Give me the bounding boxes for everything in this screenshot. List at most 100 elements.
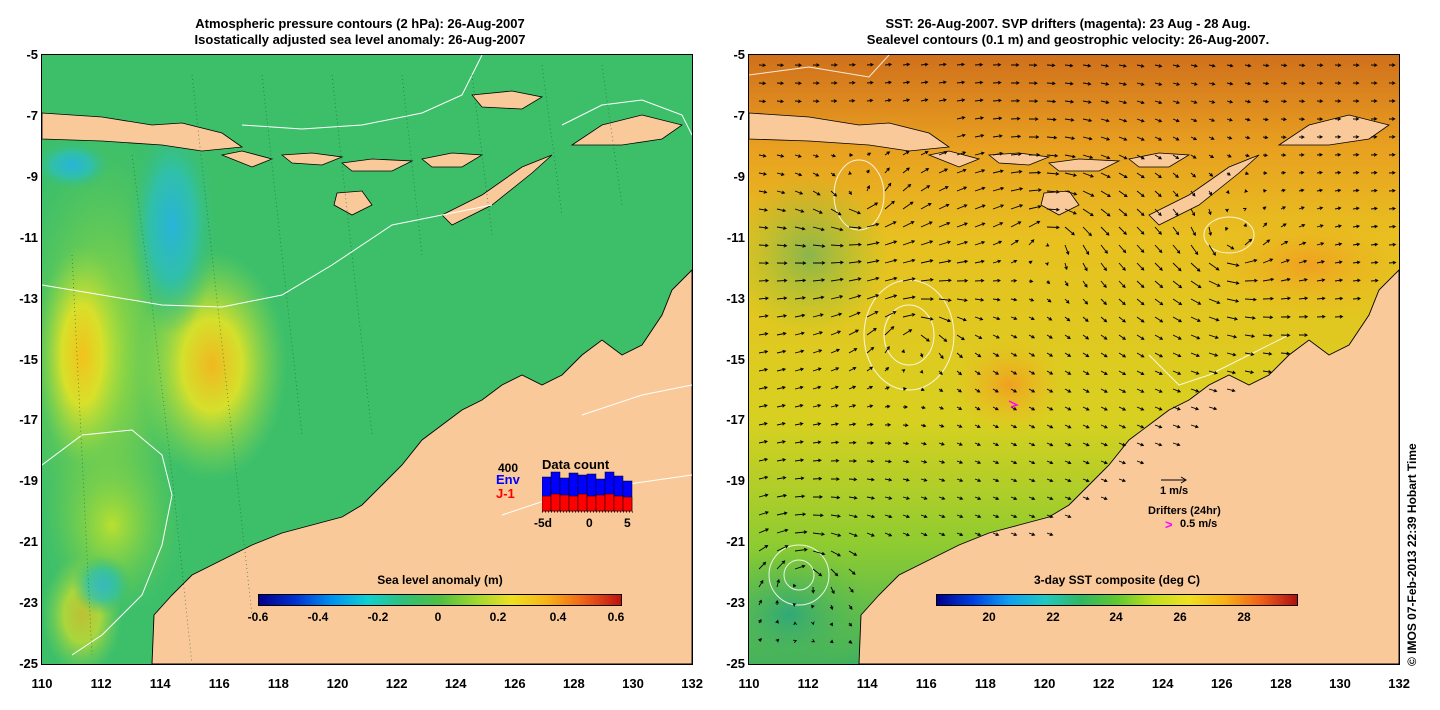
velocity-arrow [1136, 280, 1145, 289]
velocity-arrow [920, 62, 929, 67]
velocity-arrow [956, 514, 964, 518]
velocity-arrow [1190, 118, 1198, 122]
velocity-arrow [1100, 100, 1110, 104]
velocity-arrow [1190, 370, 1200, 375]
velocity-arrow [1190, 406, 1200, 411]
velocity-arrow [938, 80, 947, 85]
velocity-arrow [1370, 170, 1378, 175]
velocity-arrow [992, 406, 999, 411]
velocity-arrow [1172, 298, 1183, 306]
velocity-arrow [974, 278, 985, 283]
velocity-arrow [1154, 190, 1162, 198]
velocity-arrow [1082, 208, 1094, 217]
velocity-arrow [992, 259, 1002, 264]
velocity-arrow [1226, 99, 1234, 104]
velocity-arrow [866, 259, 880, 264]
velocity-arrow [1172, 424, 1181, 429]
velocity-arrow [776, 190, 786, 195]
velocity-arrow [1280, 296, 1291, 301]
velocity-arrow [974, 169, 986, 174]
velocity-arrow [848, 550, 858, 556]
left-title-line2: Isostatically adjusted sea level anomaly… [194, 32, 526, 47]
velocity-arrow [902, 496, 911, 500]
velocity-arrow [866, 276, 880, 282]
velocity-arrow [848, 294, 862, 300]
velocity-arrow [920, 168, 930, 174]
y-tick-label: -23 [726, 595, 745, 611]
x-tick-label: 112 [90, 676, 112, 691]
velocity-arrow [1154, 226, 1162, 235]
velocity-arrow [1010, 388, 1018, 393]
velocity-arrow [1316, 99, 1324, 103]
y-tick-label: -15 [726, 351, 745, 367]
velocity-arrow [1154, 64, 1163, 68]
velocity-arrow [1082, 442, 1090, 447]
velocity-arrow [902, 514, 911, 519]
velocity-arrow [1045, 243, 1050, 247]
velocity-arrow [1064, 190, 1078, 196]
velocity-arrow [1046, 442, 1054, 447]
velocity-arrow [1208, 63, 1216, 68]
velocity-arrow [758, 208, 768, 212]
velocity-arrow [956, 222, 968, 228]
velocity-arrow [848, 63, 856, 67]
velocity-arrow [1064, 226, 1075, 236]
velocity-arrow [1388, 224, 1397, 229]
y-tick-label: -13 [19, 290, 38, 306]
velocity-arrow [1100, 280, 1107, 289]
velocity-arrow [1208, 280, 1221, 287]
velocity-arrow [758, 367, 769, 372]
x-tick-label: 126 [503, 676, 526, 691]
velocity-arrow [1136, 190, 1145, 198]
velocity-arrow [829, 639, 834, 644]
velocity-arrow [793, 639, 798, 644]
velocity-arrow [884, 240, 898, 246]
velocity-arrow [1225, 208, 1229, 213]
velocity-arrow [848, 568, 856, 575]
velocity-arrow [776, 545, 789, 552]
velocity-arrow [938, 222, 951, 228]
velocity-arrow [974, 532, 982, 536]
velocity-arrow [1082, 136, 1093, 141]
velocity-arrow [992, 514, 1000, 518]
velocity-arrow [1244, 81, 1252, 86]
velocity-arrow [776, 493, 788, 498]
velocity-arrow [974, 352, 982, 358]
velocity-arrow [956, 98, 966, 102]
velocity-arrow [848, 259, 862, 264]
velocity-arrow [812, 226, 825, 232]
velocity-arrow [830, 514, 841, 518]
velocity-arrow [776, 367, 787, 372]
velocity-arrow [812, 154, 820, 158]
velocity-arrow [776, 511, 788, 516]
velocity-arrow [794, 313, 806, 318]
velocity-arrow [812, 403, 822, 408]
velocity-arrow [1208, 118, 1216, 122]
velocity-arrow [848, 98, 856, 103]
velocity-arrow [1046, 460, 1054, 465]
velocity-arrow [830, 477, 840, 481]
velocity-arrow [812, 331, 824, 336]
velocity-arrow [1388, 81, 1396, 85]
velocity-arrow [848, 226, 862, 230]
velocity-arrow [1352, 152, 1360, 157]
velocity-arrow [902, 80, 911, 85]
data-count-inset: Data count 400 Env J-1 -5d 0 5 [494, 457, 644, 537]
velocity-arrow [1208, 352, 1219, 357]
velocity-arrow [1100, 442, 1108, 447]
velocity-arrow [1262, 117, 1269, 122]
velocity-arrow [1334, 188, 1342, 193]
velocity-arrow [866, 80, 874, 85]
velocity-arrow [1028, 205, 1042, 210]
velocity-arrow [1244, 258, 1258, 264]
velocity-arrow [884, 532, 893, 537]
velocity-arrow [758, 296, 769, 301]
right-cbar-tick: 24 [1109, 610, 1123, 624]
velocity-arrow [956, 151, 967, 156]
right-cbar-tick: 20 [982, 610, 996, 624]
velocity-arrow [1136, 82, 1145, 86]
velocity-arrow [1010, 316, 1018, 320]
velocity-arrow [938, 442, 945, 446]
velocity-arrow [848, 532, 858, 537]
velocity-arrow [776, 422, 786, 426]
